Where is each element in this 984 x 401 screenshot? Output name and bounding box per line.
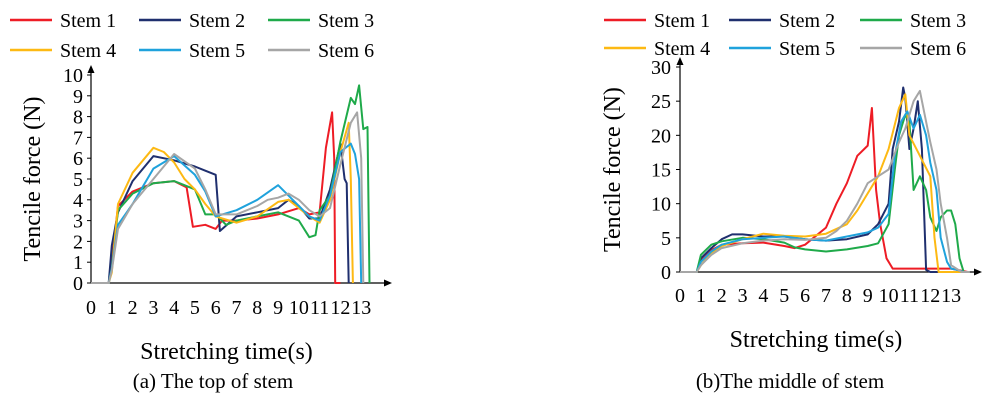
x-tick-label: 2 (717, 285, 727, 307)
x-tick-label: 1 (696, 285, 706, 307)
x-tick-label: 13 (941, 285, 961, 307)
x-tick-label: 9 (863, 285, 873, 307)
x-tick-label: 5 (779, 285, 789, 307)
series-line-stem-4 (680, 93, 968, 273)
series-line-stem-6 (91, 111, 365, 284)
y-tick-label: 25 (651, 91, 671, 113)
legend-label: Stem 4 (60, 40, 116, 62)
x-tick-label: 3 (738, 285, 748, 307)
legend-label: Stem 5 (189, 40, 245, 62)
y-tick-label: 15 (651, 160, 671, 182)
legend-label: Stem 1 (60, 10, 116, 32)
legend-label: Stem 2 (779, 10, 835, 32)
legend-label: Stem 4 (654, 38, 710, 60)
x-axis-title: Stretching time(s) (140, 339, 313, 365)
y-axis-arrow (676, 57, 684, 65)
x-tick-label: 10 (289, 297, 309, 319)
y-axis-arrow (87, 65, 95, 73)
y-tick-label: 5 (73, 169, 83, 191)
y-tick-label: 10 (651, 194, 671, 216)
x-tick-label: 12 (920, 285, 940, 307)
y-tick-label: 8 (73, 107, 83, 129)
panel-caption: (a) The top of stem (133, 369, 294, 393)
x-tick-label: 13 (351, 297, 371, 319)
y-tick-label: 0 (661, 262, 671, 284)
x-tick-label: 11 (900, 285, 919, 307)
x-tick-label: 0 (675, 285, 685, 307)
legend-label: Stem 6 (318, 40, 374, 62)
y-tick-label: 30 (651, 57, 671, 79)
y-tick-label: 9 (73, 86, 83, 108)
x-tick-label: 6 (800, 285, 810, 307)
legend-label: Stem 1 (654, 10, 710, 32)
x-tick-label: 12 (330, 297, 350, 319)
legend-label: Stem 6 (910, 38, 966, 60)
x-tick-label: 11 (310, 297, 329, 319)
y-tick-label: 20 (651, 125, 671, 147)
x-tick-label: 9 (273, 297, 283, 319)
x-tick-label: 8 (252, 297, 262, 319)
y-tick-label: 10 (63, 65, 83, 87)
y-tick-label: 3 (73, 211, 83, 233)
x-axis-arrow (384, 279, 392, 287)
x-tick-label: 7 (821, 285, 831, 307)
x-tick-label: 2 (128, 297, 138, 319)
x-tick-label: 6 (211, 297, 221, 319)
panel-caption: (b)The middle of stem (696, 369, 884, 393)
legend-label: Stem 3 (910, 10, 966, 32)
y-tick-label: 1 (73, 252, 83, 274)
x-tick-label: 3 (148, 297, 158, 319)
y-tick-label: 7 (73, 127, 83, 149)
x-tick-label: 4 (169, 297, 179, 319)
legend-label: Stem 3 (318, 10, 374, 32)
series-line-stem-3 (91, 84, 371, 284)
y-tick-label: 0 (73, 273, 83, 295)
x-tick-label: 0 (86, 297, 96, 319)
legend-label: Stem 5 (779, 38, 835, 60)
y-tick-label: 4 (73, 190, 83, 212)
series-line-stem-6 (680, 89, 970, 273)
series-line-stem-4 (91, 121, 354, 284)
x-tick-label: 10 (879, 285, 899, 307)
x-tick-label: 1 (107, 297, 117, 319)
x-tick-label: 7 (232, 297, 242, 319)
y-axis-title: Tencile force (N) (20, 97, 46, 262)
series-line-stem-5 (680, 110, 965, 273)
series-line-stem-3 (680, 113, 970, 273)
x-axis-title: Stretching time(s) (730, 327, 903, 353)
x-tick-label: 5 (190, 297, 200, 319)
x-tick-label: 4 (758, 285, 768, 307)
y-axis-title: Tencile force (N) (600, 87, 626, 252)
y-tick-label: 5 (661, 228, 671, 250)
legend-label: Stem 2 (189, 10, 245, 32)
x-tick-label: 8 (842, 285, 852, 307)
y-tick-label: 6 (73, 148, 83, 170)
x-axis-arrow (974, 268, 982, 276)
series-line-stem-2 (680, 86, 968, 273)
y-tick-label: 2 (73, 231, 83, 253)
